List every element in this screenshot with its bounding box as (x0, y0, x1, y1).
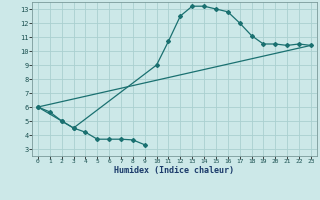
X-axis label: Humidex (Indice chaleur): Humidex (Indice chaleur) (115, 166, 234, 175)
